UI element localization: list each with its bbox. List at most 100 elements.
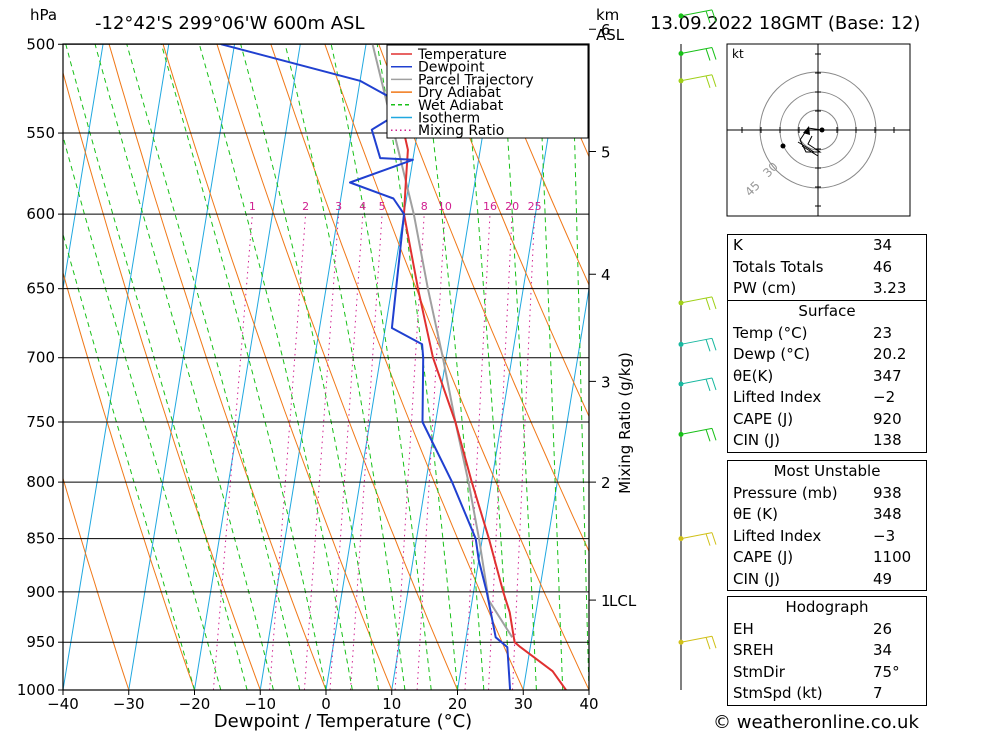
index-value: 3.23 xyxy=(873,279,907,297)
pressure-tick-label: 600 xyxy=(26,205,55,223)
mixing-ratio-label: 16 xyxy=(483,200,497,213)
index-row: StmDir 75° xyxy=(728,662,926,684)
index-label: StmDir xyxy=(733,662,785,681)
index-value: 348 xyxy=(873,505,902,523)
index-value: 138 xyxy=(873,431,902,449)
hodograph-trace xyxy=(797,141,819,157)
x-axis-title: Dewpoint / Temperature (°C) xyxy=(214,711,472,732)
dry-adiabat-line xyxy=(919,0,1000,690)
wind-barb xyxy=(680,296,717,311)
mixing-ratio-line xyxy=(329,214,364,690)
index-row: SREH 34 xyxy=(728,640,926,662)
temp-tick-label: 10 xyxy=(382,695,401,713)
isotherm-line xyxy=(0,0,115,690)
index-label: θE(K) xyxy=(733,366,774,385)
dry-adiabat-line xyxy=(162,44,393,690)
index-row: StmSpd (kt) 7 xyxy=(728,683,926,705)
mixing-ratio-label: 1 xyxy=(249,200,256,213)
index-label: PW (cm) xyxy=(733,279,797,297)
table-title: Surface xyxy=(798,302,856,320)
wind-barb xyxy=(680,9,717,24)
legend-label: Wet Adiabat xyxy=(418,98,504,114)
temp-tick-label: 0 xyxy=(321,695,331,713)
temp-tick-label: −10 xyxy=(244,695,276,713)
hodograph-point xyxy=(819,127,825,133)
mixing-ratio-label: 25 xyxy=(528,200,542,213)
temp-tick-label: 30 xyxy=(514,695,533,713)
index-label: CAPE (J) xyxy=(733,548,794,566)
index-value: 75° xyxy=(873,662,900,681)
temp-tick-label: −40 xyxy=(47,695,79,713)
index-value: 347 xyxy=(873,366,902,385)
dry-adiabat-line xyxy=(63,476,130,690)
index-label: EH xyxy=(733,619,754,638)
index-label: CIN (J) xyxy=(733,569,781,588)
table-title: Most Unstable xyxy=(773,462,881,480)
pressure-tick-label: 550 xyxy=(26,124,55,142)
mixing-ratio-label: 10 xyxy=(438,200,452,213)
legend-label: Parcel Trajectory xyxy=(418,72,534,88)
wind-barb xyxy=(680,635,717,650)
pressure-tick-label: 750 xyxy=(26,413,55,431)
wind-barb xyxy=(680,377,717,392)
index-value: 46 xyxy=(873,257,893,276)
temp-tick-label: 20 xyxy=(448,695,467,713)
index-label: CAPE (J) xyxy=(733,409,794,428)
temp-tick-label: −30 xyxy=(113,695,145,713)
wind-barb xyxy=(680,74,717,88)
index-row: θE (K) 348 xyxy=(728,504,926,526)
location-title: -12°42'S 299°06'W 600m ASL xyxy=(95,13,365,34)
most-unstable-table: Most Unstable Pressure (mb) 938 θE (K) 348 Li… xyxy=(727,460,927,591)
index-label: SREH xyxy=(733,641,774,659)
temp-tick-label: 40 xyxy=(579,695,598,713)
index-value: 7 xyxy=(873,684,883,702)
index-value: 34 xyxy=(873,641,893,659)
wet-adiabat-line xyxy=(198,44,353,690)
wind-barb xyxy=(680,47,717,61)
mixing-ratio-line xyxy=(394,214,425,690)
index-value: 20.2 xyxy=(873,345,907,363)
index-row: CIN (J) 49 xyxy=(728,569,926,591)
pressure-tick-label: 800 xyxy=(26,473,55,491)
mixing-ratio-line xyxy=(303,214,340,690)
mixing-ratio-label: 8 xyxy=(421,200,428,213)
index-value: 34 xyxy=(873,236,893,254)
mixing-ratio-line xyxy=(416,214,446,690)
wind-barb-column xyxy=(678,9,717,690)
pressure-tick-label: 700 xyxy=(26,349,55,367)
dewpoint-series xyxy=(220,44,512,690)
mixing-ratio-label: 5 xyxy=(379,200,386,213)
index-row: Pressure (mb) 938 xyxy=(728,483,926,505)
index-row: CAPE (J) 1100 xyxy=(728,547,926,569)
mixing-ratio-line xyxy=(350,214,383,690)
pressure-tick-label: 900 xyxy=(26,583,55,601)
mixing-ratio-label: 3 xyxy=(335,200,342,213)
km-tick-label: 2 xyxy=(601,474,611,492)
isotherm-line xyxy=(259,44,367,690)
km-tick-label: 6 xyxy=(601,21,611,39)
index-row: Dewp (°C) 20.2 xyxy=(728,344,926,366)
asl-label: ASL xyxy=(596,26,625,44)
index-value: −3 xyxy=(873,526,896,545)
km-label: km xyxy=(596,6,619,24)
index-value: 23 xyxy=(873,323,893,342)
index-value: 938 xyxy=(873,483,902,502)
pressure-tick-label: 850 xyxy=(26,530,55,548)
datetime-title: 13.09.2022 18GMT (Base: 12) xyxy=(650,13,920,34)
km-tick-label: 4 xyxy=(601,266,611,284)
index-row: Lifted Index −3 xyxy=(728,526,926,548)
wet-adiabat-line xyxy=(284,44,406,690)
index-label: Lifted Index xyxy=(733,388,822,406)
index-row: θE(K) 347 xyxy=(728,366,926,388)
mixing-ratio-label: 2 xyxy=(302,200,309,213)
index-row: Lifted Index −2 xyxy=(728,387,926,409)
index-row: EH 26 xyxy=(728,619,926,641)
mixing-ratio-label: 20 xyxy=(505,200,519,213)
hodograph-table: Hodograph EH 26 SREH 34 StmDir 75° StmSpd (kt) 7 xyxy=(727,596,927,706)
index-value: 26 xyxy=(873,619,893,638)
index-label: Pressure (mb) xyxy=(733,483,838,502)
legend-label: Dewpoint xyxy=(418,60,485,76)
